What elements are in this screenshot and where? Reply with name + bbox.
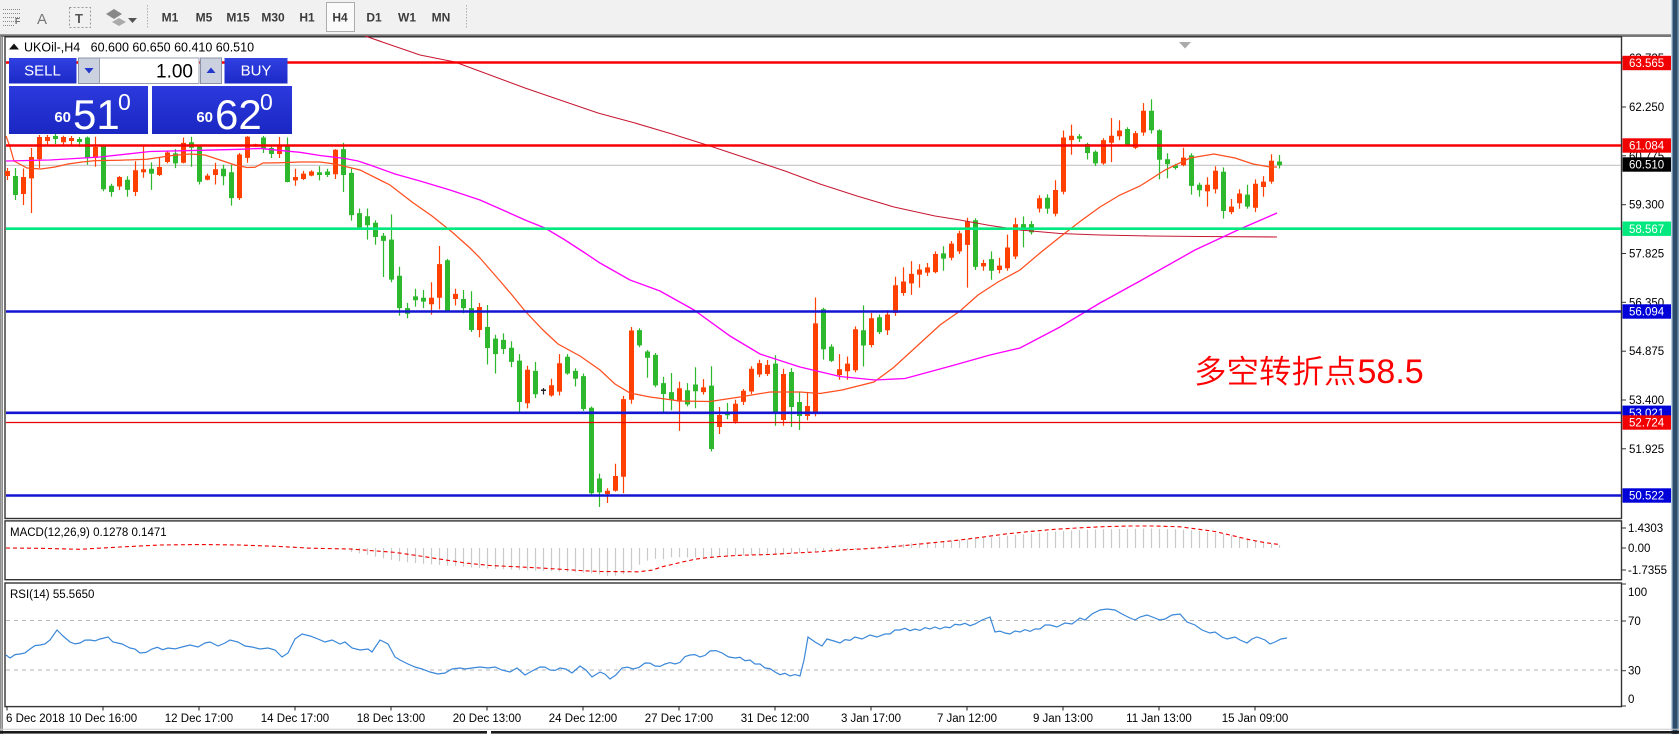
svg-text:0: 0 bbox=[260, 89, 273, 115]
svg-text:9 Jan 13:00: 9 Jan 13:00 bbox=[1033, 713, 1093, 725]
svg-text:A: A bbox=[37, 11, 47, 28]
svg-text:58.5: 58.5 bbox=[1358, 353, 1424, 391]
svg-text:60: 60 bbox=[54, 109, 71, 126]
svg-text:61.084: 61.084 bbox=[1629, 141, 1665, 153]
svg-text:57.825: 57.825 bbox=[1629, 249, 1664, 261]
svg-text:M1: M1 bbox=[162, 11, 179, 25]
svg-text:W1: W1 bbox=[398, 11, 416, 25]
svg-text:59.300: 59.300 bbox=[1629, 200, 1664, 212]
svg-text:54.875: 54.875 bbox=[1629, 346, 1664, 358]
svg-text:RSI(14) 55.5650: RSI(14) 55.5650 bbox=[10, 589, 94, 601]
svg-text:M15: M15 bbox=[226, 11, 250, 25]
svg-text:60.510: 60.510 bbox=[1629, 160, 1664, 172]
svg-text:100: 100 bbox=[1628, 587, 1647, 599]
svg-text:14 Dec 17:00: 14 Dec 17:00 bbox=[261, 713, 329, 725]
svg-text:T: T bbox=[75, 11, 83, 26]
svg-text:M5: M5 bbox=[196, 11, 213, 25]
svg-text:24 Dec 12:00: 24 Dec 12:00 bbox=[549, 713, 617, 725]
svg-text:63.565: 63.565 bbox=[1629, 58, 1664, 70]
svg-text:1.4303: 1.4303 bbox=[1628, 523, 1663, 535]
svg-text:0: 0 bbox=[1628, 694, 1634, 706]
svg-text:52.724: 52.724 bbox=[1629, 418, 1665, 430]
svg-text:BUY: BUY bbox=[241, 63, 272, 80]
svg-text:31 Dec 12:00: 31 Dec 12:00 bbox=[741, 713, 809, 725]
svg-text:M30: M30 bbox=[261, 11, 285, 25]
svg-text:27 Dec 17:00: 27 Dec 17:00 bbox=[645, 713, 713, 725]
svg-text:62.250: 62.250 bbox=[1629, 102, 1664, 114]
svg-text:51: 51 bbox=[73, 91, 120, 138]
svg-text:58.567: 58.567 bbox=[1629, 224, 1664, 236]
svg-text:11 Jan 13:00: 11 Jan 13:00 bbox=[1126, 713, 1192, 725]
svg-text:15 Jan 09:00: 15 Jan 09:00 bbox=[1222, 713, 1289, 725]
svg-text:30: 30 bbox=[1628, 666, 1641, 678]
svg-text:51.925: 51.925 bbox=[1629, 444, 1664, 456]
svg-text:MACD(12,26,9) 0.1278 0.1471: MACD(12,26,9) 0.1278 0.1471 bbox=[10, 527, 167, 539]
svg-text:53.400: 53.400 bbox=[1629, 395, 1664, 407]
svg-text:12 Dec 17:00: 12 Dec 17:00 bbox=[165, 713, 233, 725]
svg-text:D1: D1 bbox=[366, 11, 382, 25]
svg-text:18 Dec 13:00: 18 Dec 13:00 bbox=[357, 713, 425, 725]
svg-text:-1.7355: -1.7355 bbox=[1628, 565, 1667, 577]
svg-text:H4: H4 bbox=[332, 11, 348, 25]
svg-text:0.00: 0.00 bbox=[1628, 543, 1650, 555]
svg-text:60: 60 bbox=[196, 109, 213, 126]
svg-text:10 Dec 16:00: 10 Dec 16:00 bbox=[69, 713, 137, 725]
svg-text:H1: H1 bbox=[299, 11, 315, 25]
svg-text:3 Jan 17:00: 3 Jan 17:00 bbox=[841, 713, 901, 725]
svg-text:62: 62 bbox=[215, 91, 262, 138]
svg-text:20 Dec 13:00: 20 Dec 13:00 bbox=[453, 713, 521, 725]
svg-text:1.00: 1.00 bbox=[156, 62, 193, 83]
svg-text:56.094: 56.094 bbox=[1629, 307, 1665, 319]
svg-text:50.522: 50.522 bbox=[1629, 491, 1664, 503]
svg-text:0: 0 bbox=[118, 89, 131, 115]
svg-text:F: F bbox=[15, 17, 20, 26]
svg-text:SELL: SELL bbox=[24, 63, 61, 80]
svg-text:MN: MN bbox=[432, 11, 451, 25]
svg-text:6 Dec 2018: 6 Dec 2018 bbox=[6, 713, 65, 725]
svg-text:70: 70 bbox=[1628, 616, 1641, 628]
svg-text:7 Jan 12:00: 7 Jan 12:00 bbox=[937, 713, 997, 725]
svg-text:UKOil-,H4 60.600 60.650 60.4: UKOil-,H4 60.600 60.650 60.410 60.510 bbox=[24, 41, 254, 55]
